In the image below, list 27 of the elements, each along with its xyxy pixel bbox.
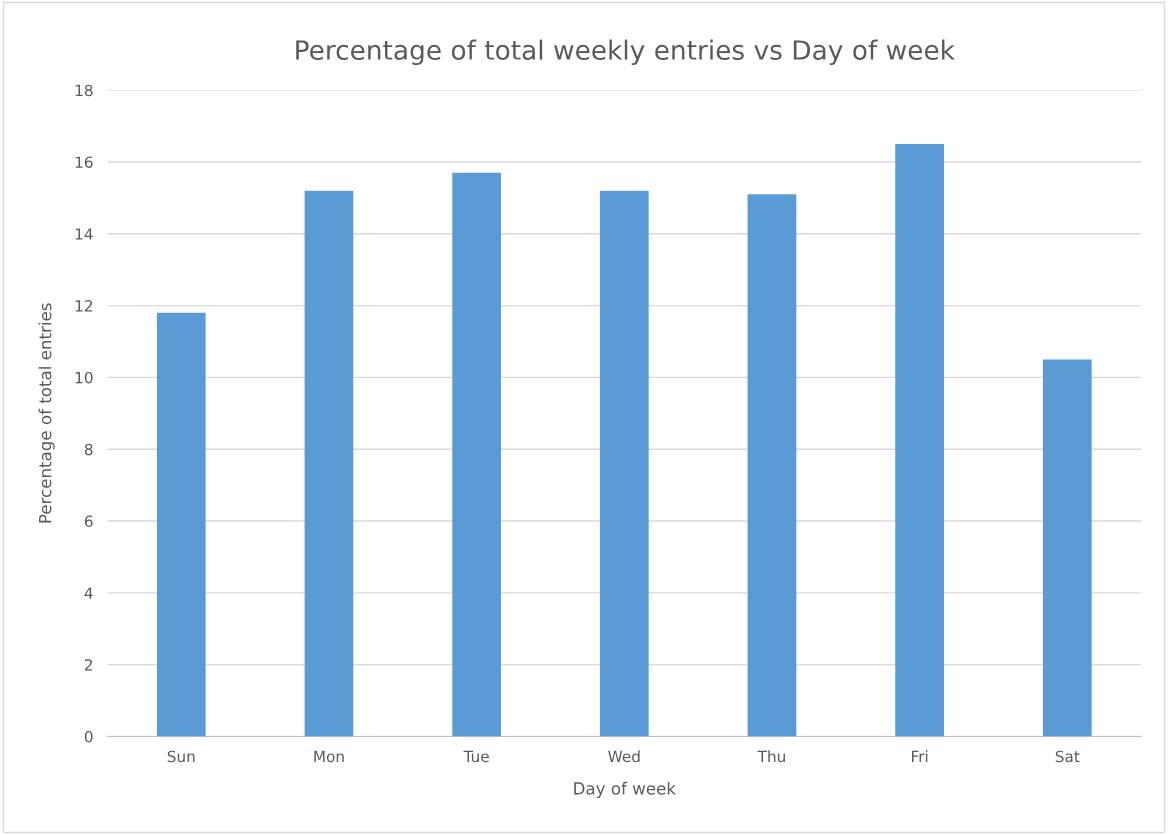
bar: [895, 144, 944, 737]
chart-title: Percentage of total weekly entries vs Day of week: [296, 39, 955, 66]
bar: [452, 172, 501, 737]
bar: [747, 194, 797, 737]
y-tick-label: 10: [75, 371, 93, 384]
x-axis-title: Day of week: [574, 781, 676, 798]
x-tick-label: Wed: [608, 750, 640, 763]
y-tick-label: 14: [75, 228, 93, 240]
y-axis-title: Percentage of total entries: [38, 303, 55, 523]
bar: [1042, 359, 1092, 737]
y-tick-label: 2: [84, 659, 93, 671]
x-tick-label: Tue: [463, 750, 489, 763]
bar: [156, 312, 206, 737]
bar: [304, 190, 354, 737]
y-tick-label: 12: [75, 300, 93, 312]
y-tick-label: 0: [84, 730, 93, 743]
y-tick-label: 8: [84, 443, 93, 456]
x-tick-label: Thu: [757, 750, 785, 763]
x-tick-label: Sun: [167, 750, 195, 763]
x-tick-label: Mon: [314, 750, 344, 763]
bar: [599, 190, 649, 737]
y-tick-label: 6: [84, 515, 93, 528]
x-tick-label: Fri: [912, 750, 928, 762]
x-tick-label: Sat: [1055, 750, 1080, 763]
y-tick-label: 16: [75, 156, 93, 169]
y-tick-label: 18: [75, 84, 93, 97]
y-tick-label: 4: [84, 587, 93, 599]
